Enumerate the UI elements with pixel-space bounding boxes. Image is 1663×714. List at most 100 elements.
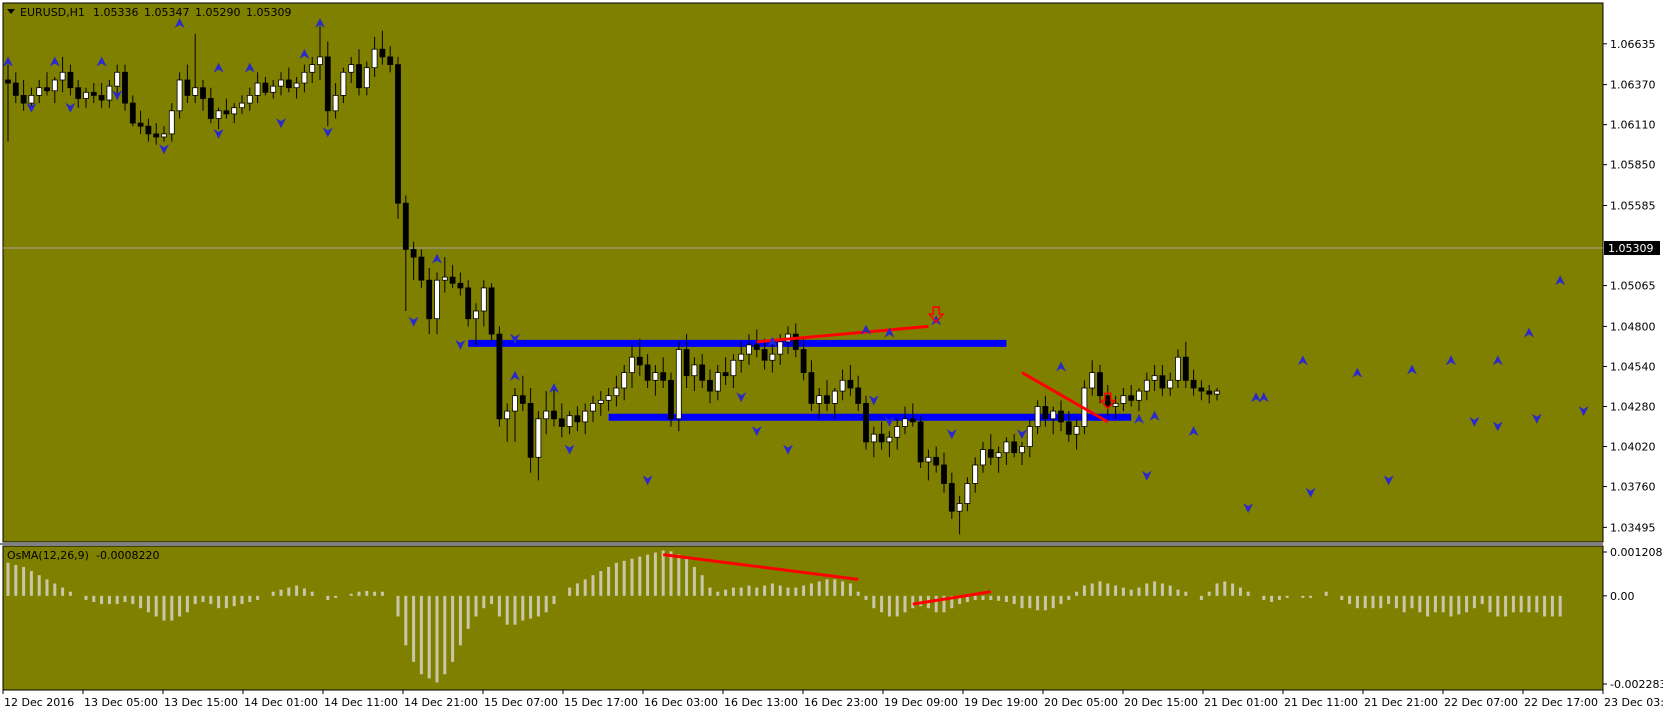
bull-candle-body — [621, 372, 628, 389]
candle — [83, 87, 89, 108]
candlesticks — [5, 26, 1220, 535]
bull-candle-body — [340, 71, 347, 96]
bull-candle-body — [28, 95, 35, 104]
candle — [1003, 437, 1010, 465]
candle — [410, 241, 417, 281]
bear-candle-body — [402, 202, 409, 250]
bull-candle-body — [964, 483, 971, 504]
bear-candle-body — [449, 276, 456, 284]
fractal-down-icon — [1017, 429, 1027, 440]
bull-candle-body — [332, 95, 339, 112]
candle — [699, 354, 706, 388]
price-chart-area[interactable] — [3, 3, 1603, 542]
trend-lines[interactable] — [756, 324, 1109, 424]
candle — [1019, 441, 1025, 465]
osma-trend-line-2[interactable] — [912, 590, 992, 606]
bear-candle-body — [917, 421, 924, 463]
candle — [332, 83, 339, 119]
candle — [980, 441, 986, 473]
osma-tick-label: 0.0012084 — [1610, 546, 1663, 559]
candle — [496, 326, 503, 427]
candle — [605, 388, 612, 412]
bear-candle-body — [262, 82, 269, 93]
fractal-down-icon — [564, 444, 575, 455]
osma-trend-lines[interactable] — [663, 553, 992, 606]
osma-trend-line-1[interactable] — [663, 553, 859, 581]
fractal-up-icon — [1251, 392, 1261, 403]
bull-candle-body — [1089, 372, 1096, 389]
osma-title: OsMA(12,26,9) — [7, 549, 89, 562]
candle — [426, 267, 433, 335]
candle — [831, 388, 838, 419]
bull-candle-body — [1019, 446, 1025, 454]
bull-candle-body — [925, 456, 932, 463]
ohlc-high: 1.05347 — [144, 6, 190, 19]
bull-candle-body — [1034, 406, 1041, 427]
bull-candle-body — [714, 372, 721, 392]
time-tick-label: 12 Dec 2016 — [4, 696, 74, 709]
bear-candle-body — [137, 122, 144, 127]
bull-candle-body — [902, 418, 908, 427]
fractal-down-icon — [455, 339, 466, 350]
bear-candle-body — [660, 372, 667, 381]
bear-candle-body — [574, 415, 581, 423]
candle — [200, 80, 206, 111]
osma-indicator-area[interactable] — [3, 546, 1603, 690]
price-tick-label: 1.04540 — [1610, 360, 1656, 373]
fractal-up-icon — [432, 253, 442, 264]
candle — [933, 446, 940, 473]
trend-line-1[interactable] — [756, 324, 929, 344]
candle — [270, 80, 277, 99]
time-tick-label: 19 Dec 09:00 — [884, 696, 958, 709]
bull-candle-body — [769, 353, 776, 361]
candle — [753, 329, 760, 358]
bull-candle-body — [168, 110, 175, 135]
dropdown-triangle-icon[interactable] — [7, 9, 15, 14]
candle — [215, 107, 222, 130]
candle — [972, 457, 979, 493]
fractal-down-icon — [510, 333, 520, 344]
candle — [44, 72, 50, 96]
fractal-up-icon — [1407, 364, 1417, 375]
bull-candle-body — [504, 410, 511, 420]
candle — [480, 280, 487, 327]
price-chart-border — [2, 2, 1604, 543]
bull-candle-body — [597, 399, 604, 404]
time-tick-label: 13 Dec 15:00 — [164, 696, 238, 709]
candle — [917, 415, 924, 469]
candle — [1214, 388, 1220, 401]
bear-candle-body — [519, 395, 526, 404]
candle — [675, 341, 682, 432]
fractal-down-icon — [159, 144, 169, 155]
candle — [309, 56, 316, 84]
price-tick-label: 1.06635 — [1610, 38, 1656, 51]
time-tick-label: 14 Dec 01:00 — [244, 696, 318, 709]
price-axis: 1.06635 1.06370 1.06110 1.05850 1.05585 1.053… — [1603, 38, 1660, 534]
candle — [1097, 364, 1103, 404]
candle — [239, 95, 245, 114]
bear-candle-body — [457, 282, 464, 289]
bear-candle-body — [808, 372, 815, 404]
bear-candle-body — [129, 102, 136, 124]
bull-candle-body — [309, 64, 316, 73]
bear-candle-body — [761, 349, 768, 361]
bear-candle-body — [1198, 387, 1205, 392]
bull-candle-body — [691, 364, 698, 377]
bull-candle-body — [590, 402, 596, 412]
bear-candle-body — [410, 248, 417, 258]
fractal-markers — [3, 18, 1589, 514]
trend-line-2[interactable] — [1021, 371, 1109, 424]
bear-candle-body — [1042, 406, 1049, 420]
fractal-down-icon — [1383, 475, 1394, 486]
candle — [660, 357, 667, 388]
candle — [964, 477, 971, 512]
candle — [995, 446, 1002, 473]
bull-candle-body — [1214, 390, 1220, 395]
bull-candle-body — [176, 79, 183, 112]
candle — [761, 338, 768, 370]
fractal-up-icon — [1056, 361, 1066, 372]
bull-candle-body — [816, 395, 823, 404]
bear-candle-body — [722, 372, 729, 377]
bull-candle-body — [605, 395, 612, 401]
